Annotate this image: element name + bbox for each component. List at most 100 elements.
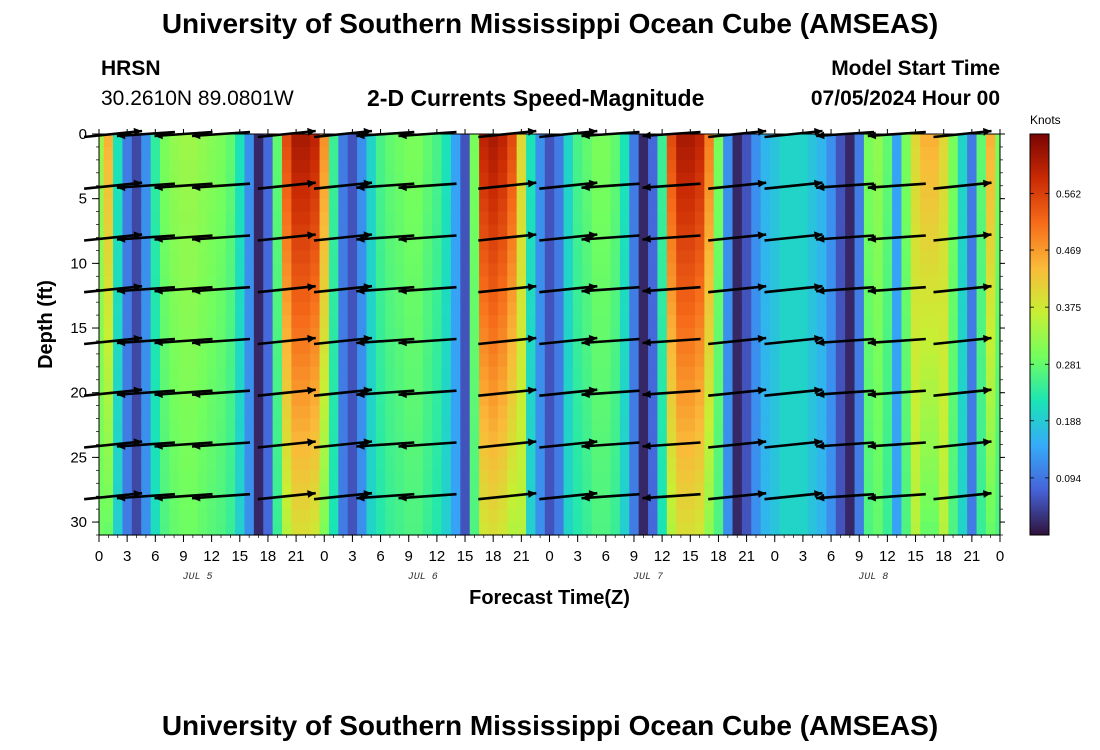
heatmap-cell (929, 224, 940, 239)
heatmap-cell (582, 211, 593, 226)
current-vector (764, 388, 823, 397)
heatmap-cell (357, 340, 368, 355)
heatmap-cell (685, 353, 696, 368)
heatmap-cell (798, 185, 809, 200)
current-vector-head (816, 131, 825, 140)
heatmap-cell (601, 444, 612, 458)
heatmap-cell (666, 146, 677, 161)
heatmap-cell (385, 146, 396, 161)
heatmap-cell (338, 405, 349, 420)
heatmap-cell (657, 172, 668, 187)
heatmap-cell (385, 263, 396, 277)
heatmap-cell (591, 198, 602, 213)
heatmap-cell (253, 250, 264, 264)
heatmap-cell (685, 328, 696, 342)
heatmap-cell (938, 366, 949, 381)
heatmap-cell (676, 328, 687, 342)
station-name: HRSN (101, 57, 161, 80)
heatmap-cell (666, 392, 677, 407)
heatmap-cell (779, 431, 790, 446)
heatmap-cell (929, 522, 940, 536)
heatmap-cell (413, 379, 424, 394)
heatmap-cell (676, 159, 687, 174)
heatmap-cell (920, 496, 931, 510)
heatmap-cell (657, 134, 668, 148)
x-axis: 0 3 6 9 12 15 18 21 0 3 6 9 12 15 18 21 0 3 6 9 12 15 18 21 0 3 6 9… (95, 129, 1004, 583)
heatmap-cell (469, 315, 480, 329)
heatmap-cell (526, 328, 537, 342)
heatmap-cell (375, 211, 386, 226)
heatmap-cell (957, 522, 968, 536)
heatmap-cell (713, 431, 724, 446)
heatmap-cell (178, 431, 189, 446)
heatmap-cell (751, 159, 762, 174)
heatmap-cell (497, 392, 508, 407)
heatmap-cell (169, 340, 180, 355)
heatmap-cell (957, 509, 968, 523)
current-vector-head (116, 390, 126, 399)
heatmap-cell (394, 509, 405, 523)
heatmap-cell (676, 224, 687, 239)
current-vector (313, 388, 373, 397)
heatmap-cell (357, 159, 368, 174)
heatmap-cell (638, 302, 649, 316)
heatmap-cell (995, 134, 1001, 148)
heatmap-cell (113, 353, 124, 368)
heatmap-cell (938, 198, 949, 213)
heatmap-cell (422, 328, 433, 342)
heatmap-cell (807, 289, 818, 303)
heatmap-cell (394, 353, 405, 368)
heatmap-cell (666, 457, 677, 471)
heatmap-cell (610, 172, 621, 187)
heatmap-cell (178, 470, 189, 484)
heatmap-cell (178, 340, 189, 355)
current-vector (257, 284, 316, 294)
heatmap-cell (99, 263, 105, 277)
heatmap-cell (441, 302, 452, 316)
heatmap-cell (497, 328, 508, 342)
heatmap-cell (694, 159, 705, 174)
heatmap-cell (845, 522, 856, 536)
heatmap-cell (713, 328, 724, 342)
heatmap-cell (610, 302, 621, 316)
heatmap-cell (113, 185, 124, 200)
heatmap-cell (535, 522, 546, 536)
heatmap-cell (788, 522, 799, 536)
heatmap-cell (704, 211, 715, 226)
heatmap-cell (835, 302, 846, 316)
heatmap-cell (319, 211, 330, 226)
heatmap-cell (113, 470, 124, 484)
heatmap-cell (347, 172, 358, 187)
heatmap-cell (244, 224, 255, 239)
heatmap-cell (375, 276, 386, 290)
heatmap-cell (131, 211, 142, 226)
heatmap-cell (507, 496, 518, 510)
heatmap-cell (160, 457, 170, 471)
heatmap-cell (394, 263, 405, 277)
heatmap-cell (103, 405, 114, 420)
current-vector-head (307, 438, 316, 447)
heatmap-cell (413, 405, 424, 420)
heatmap-cell (366, 353, 377, 368)
heatmap-cell (798, 444, 809, 458)
heatmap-cell (920, 457, 931, 471)
heatmap-cell (188, 185, 199, 200)
heatmap-cell (995, 211, 1001, 226)
heatmap-cell (141, 302, 152, 316)
heatmap-cell (582, 444, 593, 458)
heatmap-cell (516, 353, 527, 368)
heatmap-cell (225, 483, 236, 497)
heatmap-cell (863, 185, 874, 200)
heatmap-cell (319, 276, 330, 290)
heatmap-cell (985, 315, 996, 329)
heatmap-cell (563, 328, 574, 342)
heatmap-cell (582, 431, 593, 446)
heatmap-cell (732, 302, 743, 316)
heatmap-cell (938, 276, 949, 290)
heatmap-cell (263, 509, 274, 523)
heatmap-cell (347, 366, 358, 381)
heatmap-cell (676, 276, 687, 290)
heatmap-cell (413, 134, 424, 148)
heatmap-cell (985, 470, 996, 484)
heatmap-cell (216, 418, 227, 433)
